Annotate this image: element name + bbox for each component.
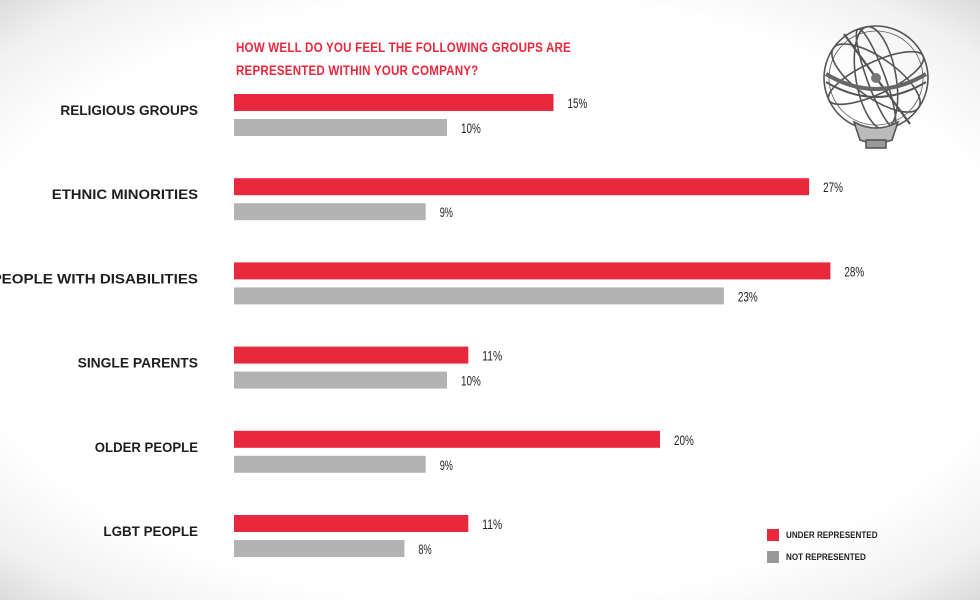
category-label: PEOPLE WITH DISABILITIES bbox=[0, 270, 198, 286]
legend-item-not-represented: NOT REPRESENTED bbox=[767, 546, 894, 568]
legend-label-not-represented: NOT REPRESENTED bbox=[786, 551, 866, 563]
data-label: 9% bbox=[440, 457, 453, 473]
category-label: RELIGIOUS GROUPS bbox=[60, 102, 198, 118]
legend-item-under-represented: UNDER REPRESENTED bbox=[767, 524, 894, 546]
bar-not-represented bbox=[234, 455, 426, 473]
legend-label-under-represented: UNDER REPRESENTED bbox=[786, 529, 878, 541]
category-label: SINGLE PARENTS bbox=[78, 355, 198, 371]
bar-under-represented bbox=[234, 346, 469, 364]
category-label: OLDER PEOPLE bbox=[95, 439, 198, 455]
data-label: 28% bbox=[844, 263, 864, 279]
bar-under-represented bbox=[234, 262, 831, 280]
data-label: 10% bbox=[461, 373, 481, 389]
data-label: 23% bbox=[738, 288, 758, 304]
data-label: 10% bbox=[461, 120, 481, 136]
chart-title: HOW WELL DO YOU FEEL THE FOLLOWING GROUP… bbox=[236, 40, 571, 78]
category-label: ETHNIC MINORITIES bbox=[52, 186, 198, 202]
legend-swatch-not-represented bbox=[767, 551, 779, 563]
bar-not-represented bbox=[234, 371, 447, 389]
data-label: 11% bbox=[482, 348, 502, 364]
data-label: 20% bbox=[674, 432, 694, 448]
data-label: 27% bbox=[823, 179, 843, 195]
data-label: 9% bbox=[440, 204, 453, 220]
data-label: 8% bbox=[418, 541, 431, 557]
bar-not-represented bbox=[234, 287, 724, 305]
bar-not-represented bbox=[234, 540, 405, 557]
bar-not-represented bbox=[234, 119, 447, 136]
bar-not-represented bbox=[234, 203, 426, 221]
bar-under-represented bbox=[234, 430, 660, 448]
bar-under-represented bbox=[234, 178, 810, 196]
bar-under-represented bbox=[234, 515, 469, 532]
armillary-sphere-icon bbox=[823, 25, 929, 149]
legend: UNDER REPRESENTED NOT REPRESENTED bbox=[767, 524, 894, 568]
bar-under-represented bbox=[234, 94, 554, 111]
data-label: 11% bbox=[482, 516, 502, 532]
legend-swatch-under-represented bbox=[767, 529, 779, 541]
category-label: LGBT PEOPLE bbox=[103, 523, 198, 539]
data-label: 15% bbox=[568, 95, 588, 111]
